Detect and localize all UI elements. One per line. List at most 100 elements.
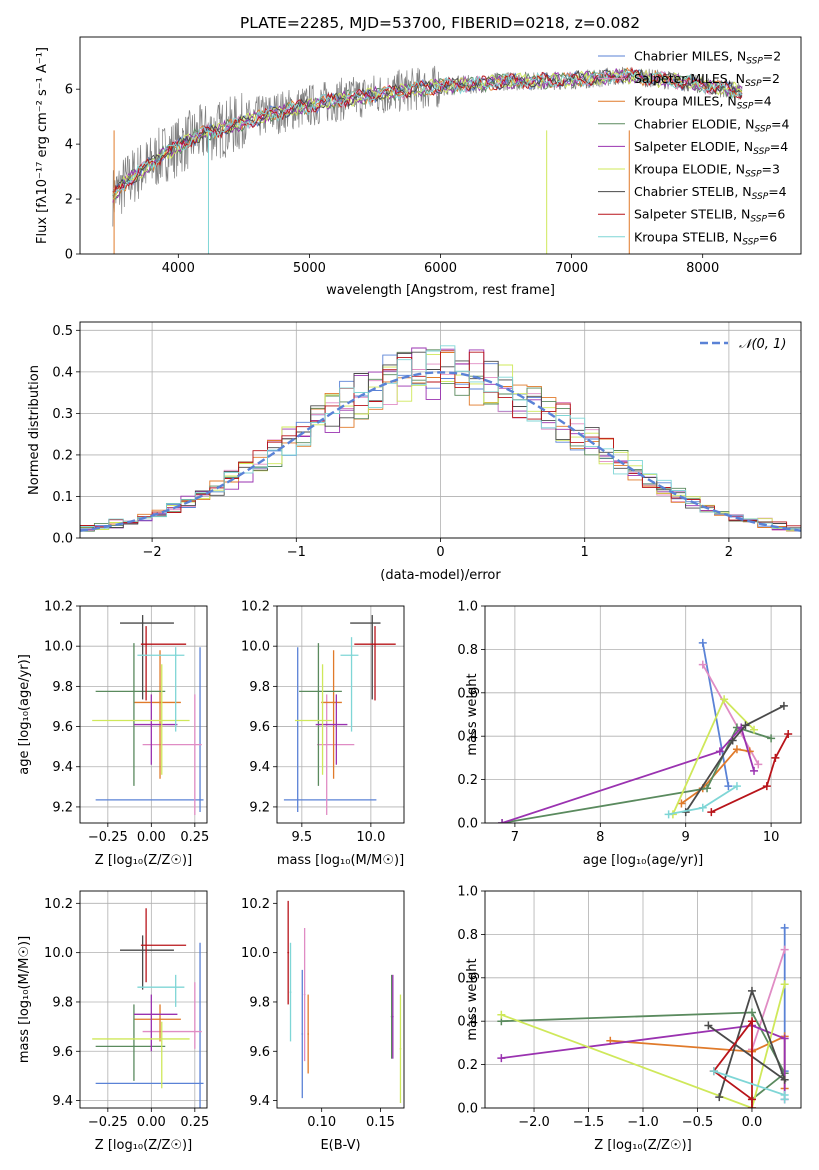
y-tick-label: 10.2 (241, 600, 270, 615)
legend-value: =4 (768, 184, 786, 199)
legend-label: Kroupa ELODIE, NSSP=3 (634, 162, 780, 180)
weight-marker (664, 810, 673, 819)
x-tick-label: 1 (581, 545, 589, 560)
weight-marker (728, 736, 737, 745)
weight-line-5 (501, 1024, 786, 1100)
y-tick-label: 0.1 (52, 490, 73, 505)
data-point (159, 701, 161, 704)
x-tick-label: 0.0 (742, 1115, 763, 1130)
plot-area (92, 615, 204, 815)
y-tick-label: 9.4 (249, 760, 270, 775)
x-tick-label: −1.0 (627, 1115, 659, 1130)
legend-value: =2 (762, 71, 780, 86)
y-tick-label: 10.2 (44, 600, 73, 615)
axes-frame (79, 36, 802, 255)
axes-frame (79, 605, 208, 824)
weight-marker (677, 799, 686, 808)
panel-6: −0.25 0.00 0.25 9.4 9.6 9.8 10.0 10.2 Z [log₁₀(Z… (17, 890, 209, 1153)
weight-marker (784, 730, 793, 739)
x-tick-label: −2 (143, 545, 162, 560)
x-tick-label: 10 (763, 830, 780, 845)
weight-line-8 (712, 1018, 753, 1108)
plot-area (287, 900, 402, 1104)
x-axis-label: age [log₁₀(age/yr)] (583, 853, 704, 868)
weight-marker (750, 766, 759, 775)
axes-frame (276, 890, 405, 1109)
plot-area (497, 923, 789, 1108)
data-point (174, 654, 177, 657)
y-tick-label: 1.0 (457, 885, 478, 900)
legend-label: Salpeter ELODIE, NSSP=4 (634, 139, 788, 157)
x-axis-label: Z [log₁₀(Z/Z☉)] (95, 1138, 192, 1153)
legend-subscript: SSP (750, 215, 767, 225)
y-tick-label: 0.8 (457, 643, 478, 658)
x-tick-label: 0.25 (180, 830, 209, 845)
y-tick-label: 9.2 (52, 800, 73, 815)
weight-marker (747, 1095, 756, 1104)
weight-line-3 (680, 748, 750, 805)
y-tick-label: 9.4 (52, 760, 73, 775)
legend-label: Chabrier MILES, NSSP=2 (634, 49, 781, 67)
legend-value: =6 (759, 229, 777, 244)
y-tick-label: 9.6 (52, 720, 73, 735)
data-point (133, 690, 135, 693)
weight-marker (747, 1008, 756, 1017)
weight-marker (780, 1034, 789, 1043)
legend-subscript: SSP (752, 192, 769, 202)
x-tick-label: 2 (725, 545, 733, 560)
x-tick-label: 9 (682, 830, 690, 845)
legend-label: Kroupa MILES, NSSP=4 (634, 94, 772, 112)
panel-3: −0.25 0.00 0.25 9.2 9.4 9.6 9.8 10.0 10.2 Z [log₁… (17, 600, 209, 869)
x-tick-label: 10.0 (356, 830, 385, 845)
y-tick-label: 0.3 (52, 407, 73, 422)
legend-subscript: SSP (746, 57, 763, 67)
y-tick-label: 9.8 (249, 995, 270, 1010)
x-tick-label: 5000 (293, 261, 326, 276)
data-point (193, 1030, 196, 1033)
data-point (374, 643, 376, 646)
y-axis-label: mass [log₁₀(M/M☉)] (17, 936, 32, 1063)
y-tick-label: 9.4 (249, 1094, 270, 1109)
y-tick-label: 0.2 (457, 1058, 478, 1073)
weight-line-1 (701, 642, 730, 787)
y-tick-label: 9.6 (249, 720, 270, 735)
x-tick-label: 0.00 (137, 1115, 166, 1130)
axes-frame (79, 321, 802, 539)
y-tick-label: 0.4 (457, 730, 478, 745)
y-tick-label: 0.8 (457, 928, 478, 943)
legend-value: =2 (763, 49, 781, 64)
plot-area (498, 638, 793, 823)
weight-marker (780, 980, 789, 989)
weight-line-6 (500, 984, 786, 1108)
data-point (160, 719, 163, 722)
y-tick-label: 1.0 (457, 600, 478, 615)
weight-marker (732, 745, 741, 754)
data-point (141, 622, 144, 624)
x-tick-label: 0.15 (366, 1115, 395, 1130)
data-point (332, 701, 335, 704)
x-tick-label: 0.25 (180, 1115, 209, 1130)
y-tick-label: 9.8 (249, 680, 270, 695)
x-tick-label: 6000 (424, 261, 457, 276)
x-axis-label: E(B-V) (320, 1138, 360, 1153)
legend-label: Chabrier STELIB, NSSP=4 (634, 184, 787, 202)
weight-marker (698, 660, 707, 669)
y-tick-label: 0.6 (457, 971, 478, 986)
legend-label: Chabrier ELODIE, NSSP=4 (634, 116, 789, 134)
legend-label: Kroupa STELIB, NSSP=6 (634, 229, 777, 247)
weight-marker (698, 803, 707, 812)
x-tick-label: −0.25 (88, 830, 128, 845)
y-tick-label: 9.8 (52, 995, 73, 1010)
weight-line-8 (710, 733, 789, 813)
data-point (301, 1033, 304, 1035)
weight-marker (747, 1104, 756, 1108)
legend-label: Salpeter STELIB, NSSP=6 (634, 207, 785, 225)
weight-marker (762, 782, 771, 791)
data-point (289, 991, 292, 994)
weight-marker (720, 695, 729, 704)
x-tick-label: 4000 (162, 261, 195, 276)
x-tick-label: 8000 (686, 261, 719, 276)
x-tick-label: 7000 (555, 261, 588, 276)
legend-subscript: SSP (737, 102, 754, 112)
weight-marker (754, 760, 763, 769)
